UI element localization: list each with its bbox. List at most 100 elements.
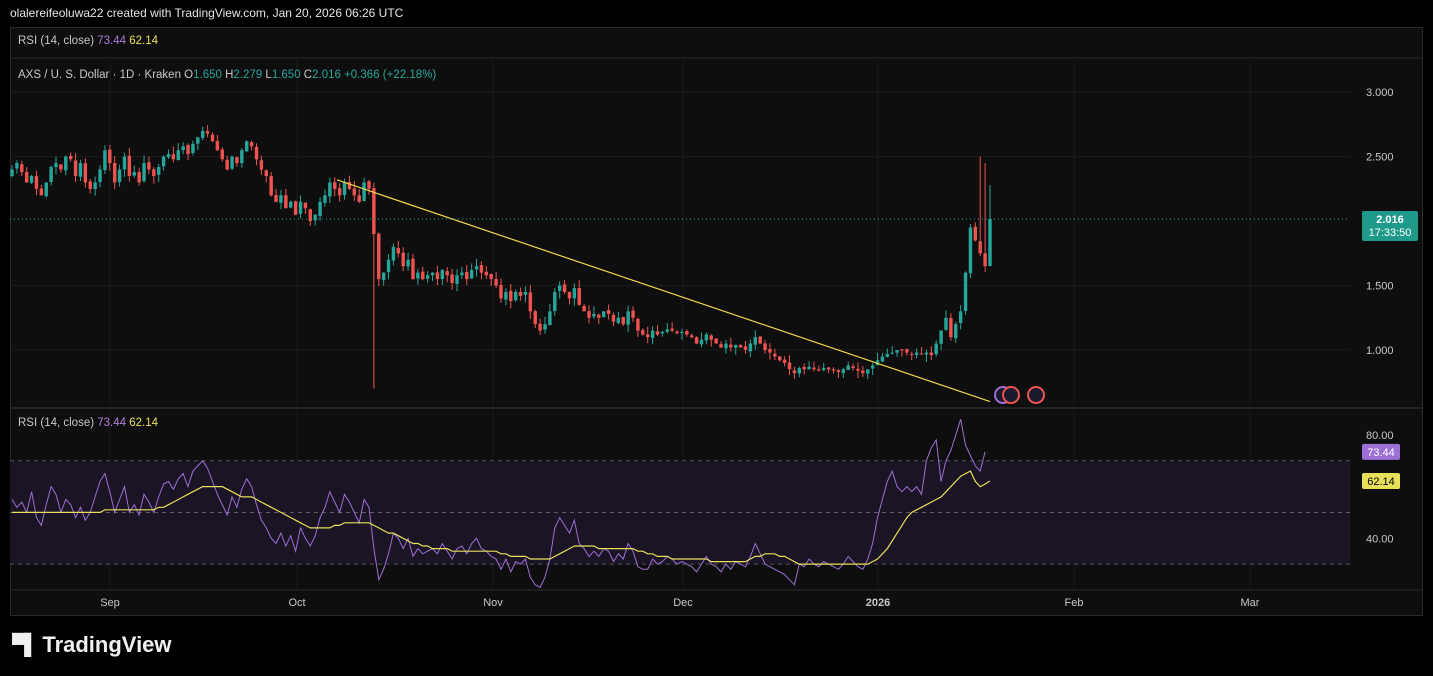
candle-body — [768, 348, 772, 353]
rsi-y-tick-label: 80.00 — [1366, 430, 1394, 442]
x-tick-label: Sep — [100, 597, 120, 609]
candle-body — [225, 159, 229, 170]
candle-body — [518, 292, 523, 296]
candle-body — [274, 195, 278, 202]
candle-body — [10, 169, 14, 176]
candle-body — [831, 369, 836, 371]
x-tick-label: Oct — [288, 597, 305, 609]
rsi-pane-legend[interactable]: RSI (14, close) 73.44 62.14 — [18, 417, 158, 429]
candle-body — [929, 352, 934, 356]
candle-body — [240, 150, 244, 164]
y-tick-label: 3.000 — [1366, 87, 1394, 99]
candle-body — [406, 259, 410, 267]
candle-body — [597, 314, 601, 318]
rsi-y-tick-label: 40.00 — [1366, 533, 1394, 545]
candle-body — [484, 271, 489, 276]
candle-body — [64, 156, 68, 171]
candle-body — [15, 163, 19, 169]
candle-body — [401, 252, 405, 267]
candle-body — [699, 339, 704, 345]
candle-body — [724, 343, 728, 349]
candle-body — [504, 292, 508, 300]
candle-body — [944, 317, 948, 330]
candle-body — [836, 370, 841, 372]
candle-body — [528, 292, 533, 312]
candle-body — [196, 137, 200, 144]
candle-body — [650, 330, 655, 338]
candle-body — [973, 226, 978, 241]
top-rsi-legend[interactable]: RSI (14, close) 73.44 62.14 — [18, 35, 158, 47]
high-label: H — [225, 69, 234, 81]
candle-body — [587, 311, 591, 318]
tradingview-brand[interactable]: ▀▌ TradingView — [12, 632, 172, 658]
candle-body — [978, 241, 982, 254]
top-rsi-value: 73.44 — [97, 35, 127, 47]
candle-body — [347, 182, 352, 189]
candle-body — [416, 272, 420, 279]
candle-body — [357, 195, 361, 202]
candle-body — [910, 353, 914, 355]
brand-name: TradingView — [42, 632, 172, 657]
close-label: C — [303, 69, 313, 81]
candle-body — [166, 154, 171, 158]
candle-body — [88, 181, 92, 189]
candle-body — [729, 344, 733, 348]
candle-body — [660, 331, 665, 334]
candle-body — [245, 141, 249, 152]
candle-body — [499, 284, 503, 299]
candle-body — [479, 265, 484, 273]
candle-body — [279, 195, 283, 203]
candle-body — [851, 366, 855, 369]
candle-body — [249, 142, 254, 147]
candle-body — [411, 258, 415, 280]
candle-body — [200, 130, 205, 139]
candle-body — [968, 227, 973, 274]
candle-body — [372, 188, 376, 234]
candle-body — [611, 314, 616, 322]
candle-body — [156, 166, 161, 175]
candle-body — [186, 145, 190, 155]
candle-body — [958, 311, 963, 324]
candle-body — [333, 182, 337, 189]
change-value: +0.366 (+22.18%) — [344, 69, 437, 81]
candle-body — [49, 166, 53, 183]
x-tick-label: Dec — [673, 597, 693, 609]
rsi-pane-label: RSI (14, close) — [18, 417, 95, 429]
candle-body — [890, 352, 894, 354]
candle-body — [269, 176, 273, 196]
candle-body — [469, 270, 474, 279]
current-price-label: 2.016 — [1376, 214, 1404, 226]
candle-body — [142, 163, 146, 182]
candle-body — [983, 253, 987, 267]
symbol-legend[interactable]: AXS / U. S. Dollar · 1D · Kraken O1.650 … — [18, 69, 436, 81]
candle-body — [562, 284, 567, 292]
x-tick-label: Nov — [483, 597, 503, 609]
candle-body — [421, 271, 425, 280]
candle-body — [210, 134, 215, 142]
candle-body — [616, 317, 621, 323]
candle-body — [20, 164, 24, 173]
x-tick-label: 2026 — [866, 597, 890, 609]
candle-body — [98, 169, 102, 183]
candle-body — [934, 343, 938, 355]
tradingview-logo-icon: ▀▌ — [12, 633, 38, 656]
x-tick-label: Mar — [1241, 597, 1260, 609]
candle-body — [342, 182, 347, 196]
candle-body — [680, 331, 684, 333]
rsi-line — [11, 419, 986, 589]
candle-body — [870, 365, 875, 369]
rsi-ma-badge — [1362, 473, 1400, 490]
candle-body — [171, 154, 176, 160]
candle-body — [763, 343, 767, 350]
candle-body — [626, 311, 630, 325]
candle-body — [44, 182, 48, 197]
top-rsi-label: RSI (14, close) — [18, 35, 95, 47]
countdown-label: 17:33:50 — [1369, 227, 1412, 239]
open-label: O — [184, 69, 194, 81]
candle-body — [665, 329, 669, 332]
candle-body — [734, 344, 738, 348]
candle-body — [205, 131, 210, 134]
candle-body — [112, 162, 117, 183]
candle-body — [308, 209, 313, 222]
